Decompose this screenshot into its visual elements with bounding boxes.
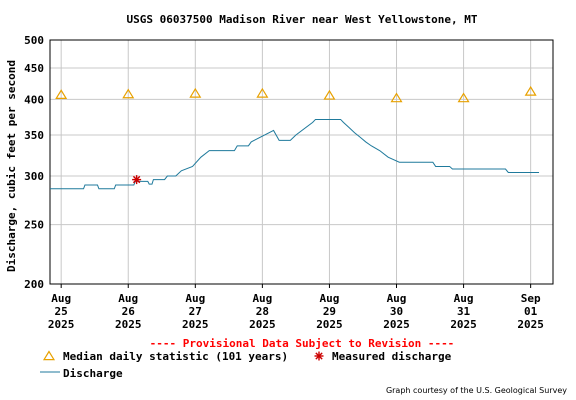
x-tick-label: 26 bbox=[122, 305, 136, 318]
x-tick-label: 2025 bbox=[249, 318, 276, 331]
legend: Median daily statistic (101 years) Measur… bbox=[40, 350, 452, 380]
discharge-series-line bbox=[50, 118, 540, 190]
y-tick-label: 350 bbox=[24, 129, 44, 142]
y-axis-label: Discharge, cubic feet per second bbox=[5, 60, 18, 272]
x-tick-label: Aug bbox=[320, 292, 340, 305]
grid-lines bbox=[50, 39, 553, 285]
y-tick-label: 300 bbox=[24, 170, 44, 183]
legend-median-icon bbox=[42, 350, 56, 361]
median-point bbox=[55, 89, 68, 100]
y-tick-label: 500 bbox=[24, 34, 44, 47]
x-tick-label: 2025 bbox=[182, 318, 209, 331]
legend-label: Median daily statistic (101 years) bbox=[63, 350, 288, 363]
x-tick-label: 28 bbox=[256, 305, 269, 318]
median-point bbox=[457, 92, 470, 103]
median-point bbox=[390, 92, 403, 103]
y-tick-label: 450 bbox=[24, 62, 44, 75]
x-tick-label: 30 bbox=[390, 305, 403, 318]
credit-text: Graph courtesy of the U.S. Geological Su… bbox=[386, 386, 567, 395]
x-tick-label: 01 bbox=[524, 305, 538, 318]
x-tick-label: Aug bbox=[185, 292, 205, 305]
x-axis-ticks: Aug252025Aug262025Aug272025Aug282025Aug2… bbox=[48, 284, 544, 331]
plot-frame bbox=[49, 39, 554, 285]
legend-label: Discharge bbox=[63, 367, 123, 380]
y-tick-label: 250 bbox=[24, 219, 44, 232]
y-tick-label: 400 bbox=[24, 93, 44, 106]
median-point bbox=[323, 89, 336, 100]
y-axis-ticks: 200 250 300 350 400 450 500 bbox=[24, 34, 44, 291]
x-tick-label: 25 bbox=[55, 305, 68, 318]
x-tick-label: Aug bbox=[252, 292, 272, 305]
x-tick-label: 2025 bbox=[316, 318, 343, 331]
x-tick-label: Sep bbox=[521, 292, 541, 305]
provisional-note: ---- Provisional Data Subject to Revisio… bbox=[150, 337, 455, 350]
median-point bbox=[524, 85, 537, 96]
x-tick-label: Aug bbox=[118, 292, 138, 305]
x-tick-label: 2025 bbox=[450, 318, 477, 331]
measured-point bbox=[132, 175, 142, 185]
legend-label: Measured discharge bbox=[332, 350, 452, 363]
x-tick-label: 29 bbox=[323, 305, 336, 318]
x-tick-label: 2025 bbox=[383, 318, 410, 331]
x-tick-label: 2025 bbox=[48, 318, 75, 331]
x-tick-label: 2025 bbox=[115, 318, 142, 331]
x-tick-label: Aug bbox=[51, 292, 71, 305]
x-tick-label: 27 bbox=[189, 305, 202, 318]
x-tick-label: 2025 bbox=[517, 318, 544, 331]
x-tick-label: Aug bbox=[454, 292, 474, 305]
median-point bbox=[189, 87, 202, 98]
legend-measured-icon bbox=[314, 351, 324, 361]
chart-title: USGS 06037500 Madison River near West Ye… bbox=[127, 13, 478, 26]
x-tick-label: Aug bbox=[387, 292, 407, 305]
median-point bbox=[122, 88, 135, 99]
median-point bbox=[256, 87, 269, 98]
x-tick-label: 31 bbox=[457, 305, 471, 318]
series-layer bbox=[50, 85, 540, 190]
y-tick-label: 200 bbox=[24, 278, 44, 291]
